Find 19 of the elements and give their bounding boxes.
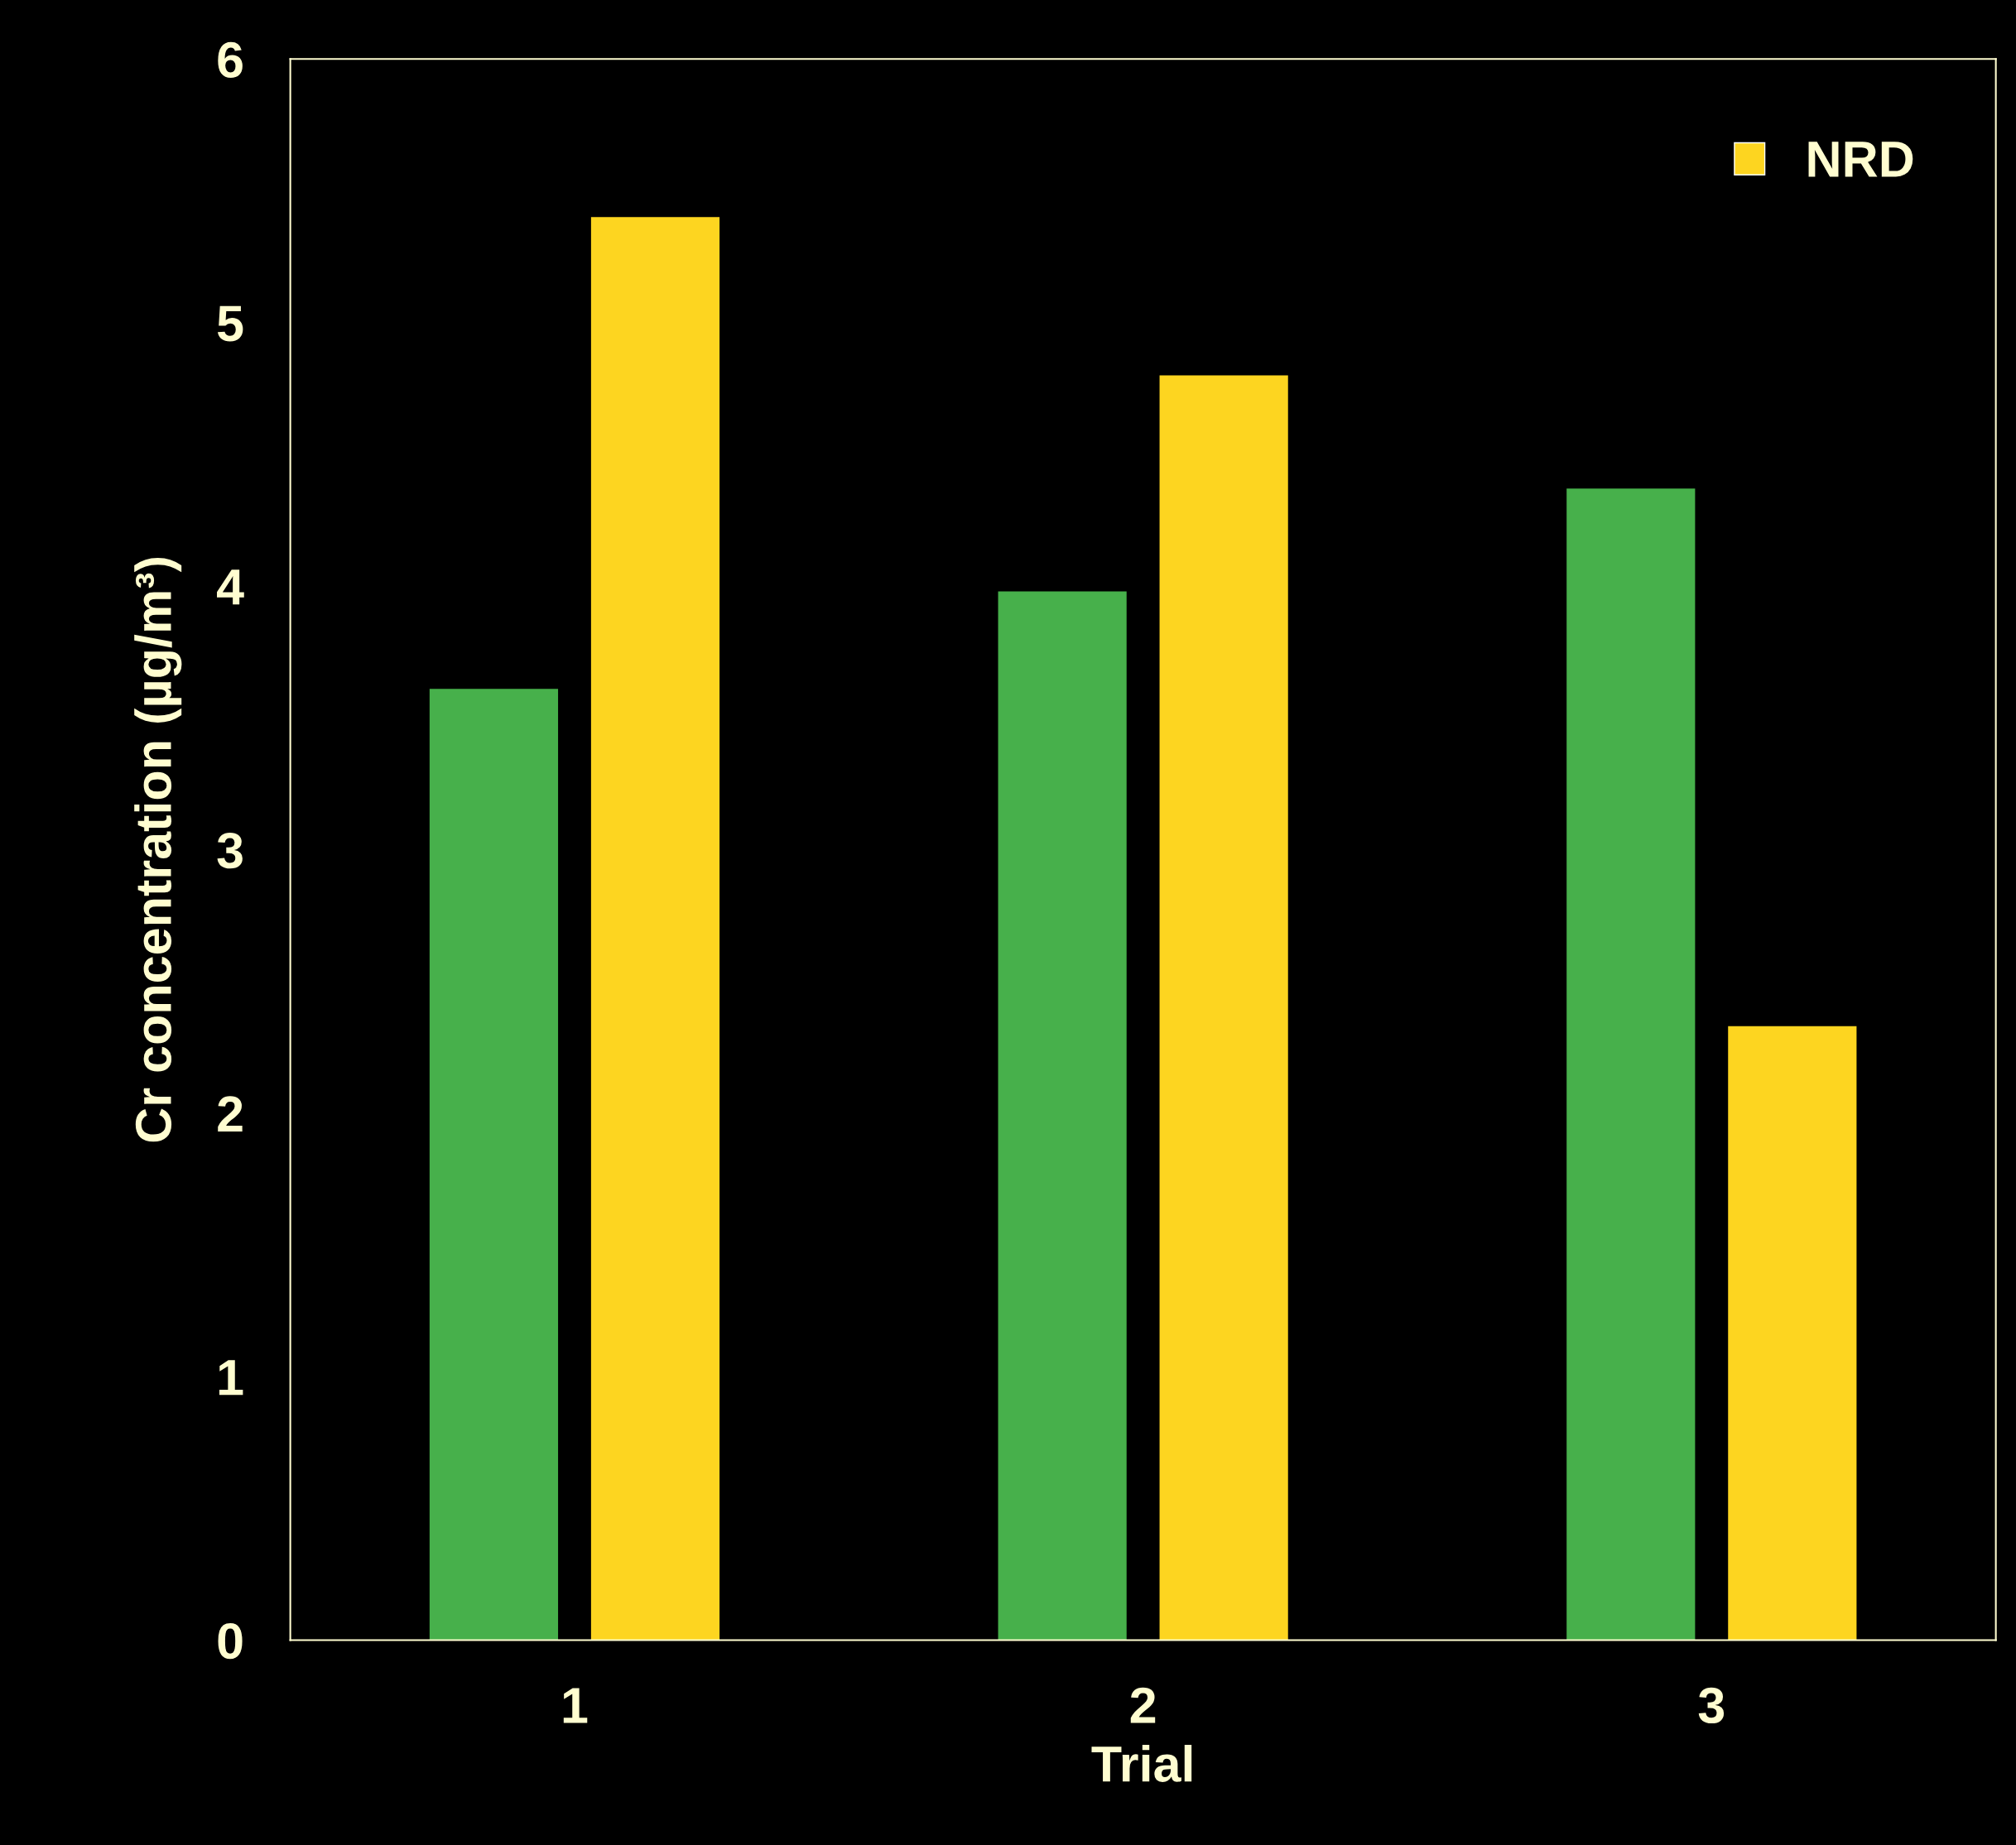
y-tick-label: 5: [217, 305, 243, 342]
bar: [1159, 375, 1288, 1641]
y-tick-label: 1: [219, 1360, 243, 1396]
y-tick-label: 0: [218, 1623, 243, 1660]
x-tick-label: 2: [1130, 1687, 1156, 1723]
bar: [998, 591, 1127, 1641]
bar: [429, 689, 559, 1641]
legend-label: NRD: [1808, 142, 1913, 177]
x-tick-label: 1: [563, 1688, 588, 1723]
y-axis-title: Cr concentration (µg/m³): [134, 558, 182, 1142]
y-tick-label: 6: [218, 41, 243, 79]
y-tick-label: 2: [218, 1096, 243, 1132]
bar: [1566, 488, 1696, 1641]
x-tick-label: 3: [1698, 1687, 1725, 1724]
bar: [1728, 1026, 1857, 1641]
bar: [590, 217, 720, 1641]
y-tick-label: 4: [217, 569, 244, 605]
y-tick-label: 3: [217, 832, 243, 869]
x-axis-title: Trial: [1091, 1744, 1192, 1782]
